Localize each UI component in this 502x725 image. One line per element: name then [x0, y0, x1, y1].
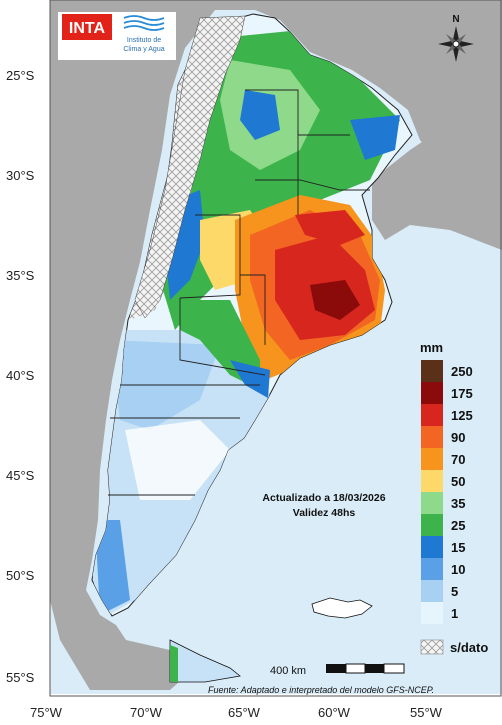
- legend-label-250: 250: [451, 364, 473, 379]
- legend-label-1: 1: [451, 606, 458, 621]
- legend-swatch-175: [421, 382, 443, 404]
- lat-label-55: 55°S: [6, 670, 35, 685]
- scale-bar-label: 400 km: [270, 665, 306, 677]
- source-note: Fuente: Adaptado e interpretado del mode…: [208, 685, 434, 695]
- province-borders: [108, 89, 370, 496]
- legend-nodata-label: s/dato: [450, 640, 488, 655]
- legend-label-175: 175: [451, 386, 473, 401]
- lon-label-70: 70°W: [130, 705, 163, 720]
- legend: mm 250 175 125 90 70 50 35 25 15 10 5 1 s/dato: [420, 340, 488, 655]
- legend-label-10: 10: [451, 562, 465, 577]
- inta-logo-text: INTA: [69, 20, 106, 37]
- legend-swatch-50: [421, 470, 443, 492]
- legend-swatch-70: [421, 448, 443, 470]
- legend-label-35: 35: [451, 496, 465, 511]
- lat-label-30: 30°S: [6, 168, 35, 183]
- legend-swatch-5: [421, 580, 443, 602]
- legend-swatch-125: [421, 404, 443, 426]
- legend-label-50: 50: [451, 474, 465, 489]
- lat-label-45: 45°S: [6, 468, 35, 483]
- lat-label-50: 50°S: [6, 568, 35, 583]
- uruguay-brazil: [372, 130, 502, 250]
- latitude-labels: 25°S 30°S 35°S 40°S 45°S 50°S 55°S: [6, 68, 35, 685]
- legend-label-25: 25: [451, 518, 465, 533]
- precipitation-field: [92, 20, 400, 616]
- lat-label-35: 35°S: [6, 268, 35, 283]
- validity-note: Validez 48hs: [293, 507, 356, 519]
- legend-label-70: 70: [451, 452, 465, 467]
- falkland-islands: [311, 597, 373, 619]
- legend-label-125: 125: [451, 408, 473, 423]
- lon-label-75: 75°W: [30, 705, 63, 720]
- lon-label-60: 60°W: [318, 705, 351, 720]
- lon-label-65: 65°W: [228, 705, 261, 720]
- neighbor-countries: [50, 0, 502, 690]
- lat-label-25: 25°S: [6, 68, 35, 83]
- inta-logo: INTA Instituto de Clima y Agua: [58, 12, 176, 60]
- longitude-labels: 75°W 70°W 65°W 60°W 55°W: [30, 705, 443, 720]
- institute-line2: Clima y Agua: [123, 46, 164, 53]
- legend-swatch-90: [421, 426, 443, 448]
- legend-swatch-25: [421, 514, 443, 536]
- compass-rose-icon: N: [438, 14, 474, 62]
- legend-swatch-15: [421, 536, 443, 558]
- lat-label-40: 40°S: [6, 368, 35, 383]
- legend-swatch-250: [421, 360, 443, 382]
- update-date: Actualizado a 18/03/2026: [262, 492, 385, 504]
- inta-logo-badge: [62, 14, 112, 40]
- legend-nodata-swatch: [420, 639, 444, 655]
- legend-label-5: 5: [451, 584, 458, 599]
- legend-label-15: 15: [451, 540, 465, 555]
- legend-swatch-35: [421, 492, 443, 514]
- no-data-chile: [134, 15, 246, 319]
- legend-label-90: 90: [451, 430, 465, 445]
- waves-icon: [123, 15, 165, 31]
- institute-line1: Instituto de: [127, 37, 161, 44]
- legend-swatch-1: [421, 602, 443, 624]
- legend-swatch-10: [421, 558, 443, 580]
- map-frame: [49, 0, 502, 697]
- legend-unit: mm: [420, 340, 443, 355]
- scale-bar: 400 km: [270, 663, 405, 677]
- compass-north-label: N: [452, 14, 459, 25]
- tierra-del-fuego-green: [170, 645, 178, 682]
- lon-label-55: 55°W: [410, 705, 443, 720]
